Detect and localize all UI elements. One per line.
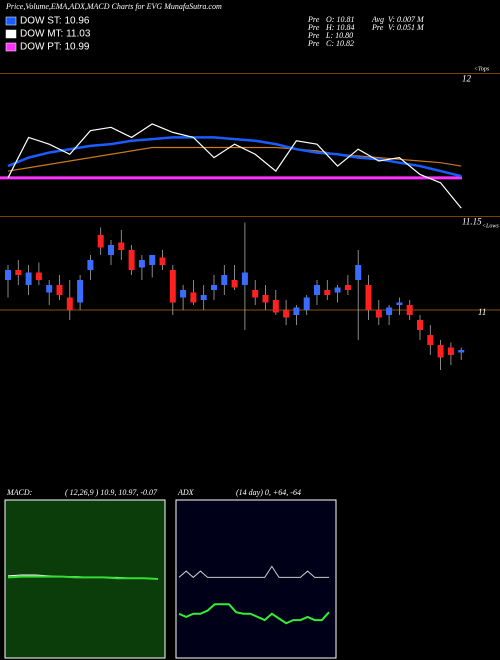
candle-body	[437, 345, 444, 358]
candle-body	[180, 290, 187, 298]
candle-body	[303, 297, 310, 310]
candle-body	[221, 275, 228, 285]
candle-body	[128, 250, 135, 270]
candle-body	[427, 335, 434, 345]
info-value: V: 0.007 M	[388, 15, 425, 24]
candle-body	[324, 290, 331, 295]
candle-body	[458, 350, 465, 353]
panel-params: (14 day) 0, +64, -64	[236, 488, 301, 497]
panel-label: MACD:	[6, 488, 33, 497]
chart-title: Price,Volume,EMA,ADX,MACD Charts for EVG…	[5, 2, 222, 11]
candle-body	[25, 272, 32, 285]
y-tick-label: 11	[478, 307, 486, 317]
legend-label: DOW PT: 10.99	[20, 42, 90, 53]
candle-body	[149, 255, 156, 265]
legend-swatch	[5, 42, 17, 52]
candle-body	[344, 285, 351, 290]
candle-body	[159, 257, 166, 265]
info-key: Pre	[307, 23, 320, 32]
info-key: Pre	[307, 39, 320, 48]
candle-body	[190, 292, 197, 303]
candle-body	[314, 285, 320, 295]
candle-body	[283, 310, 290, 318]
candle-body	[396, 302, 403, 305]
lows-label: <Lows	[482, 223, 499, 229]
candle-body	[406, 305, 413, 315]
candle-body	[241, 272, 248, 285]
candle-body	[211, 285, 217, 290]
candle-body	[293, 307, 300, 315]
candle-body	[386, 307, 393, 315]
panel-label: ADX	[177, 488, 195, 497]
legend-swatch	[5, 16, 17, 26]
panel-line	[178, 565, 329, 579]
candle-body	[56, 285, 63, 295]
line-series	[7, 123, 462, 209]
y-tick-label: 12	[462, 74, 472, 84]
candle-body	[87, 260, 94, 270]
candle-body	[97, 235, 104, 248]
candle-body	[108, 245, 114, 255]
tops-label: <Tops	[474, 66, 490, 72]
panel-bg	[175, 499, 337, 659]
candle-body	[15, 270, 22, 275]
panel-line	[178, 603, 330, 625]
candle-body	[35, 272, 42, 280]
candle-body	[375, 310, 382, 318]
candle-body	[169, 270, 176, 303]
candle-body	[447, 347, 454, 355]
candle-body	[355, 265, 362, 280]
panel-params: ( 12,26,9 ) 10.9, 10.97, -0.07	[65, 488, 158, 497]
candle-body	[365, 285, 372, 310]
legend-swatch	[5, 29, 17, 39]
candle-body	[46, 285, 53, 293]
candle-body	[5, 270, 11, 280]
info-value: L: 10.80	[325, 31, 353, 40]
info-value: V: 0.051 M	[388, 23, 425, 32]
info-key: Avg	[371, 15, 384, 24]
y-tick-label: 11.15	[462, 217, 482, 227]
info-key: Pre	[307, 31, 320, 40]
candle-body	[252, 290, 259, 298]
info-value: C: 10.82	[326, 39, 354, 48]
candle-body	[231, 280, 238, 288]
candle-body	[200, 295, 207, 300]
info-value: H: 10.84	[325, 23, 354, 32]
panel-line	[7, 575, 159, 580]
info-key: Pre	[307, 15, 320, 24]
candle-body	[77, 280, 84, 303]
candle-body	[138, 260, 145, 268]
candle-body	[272, 300, 279, 313]
legend-label: DOW MT: 11.03	[20, 29, 91, 40]
candle-body	[118, 242, 125, 250]
info-value: O: 10.81	[326, 15, 354, 24]
candle-body	[417, 320, 423, 330]
legend-label: DOW ST: 10.96	[20, 16, 90, 27]
candle-body	[334, 287, 341, 293]
candle-body	[262, 295, 269, 303]
line-series	[7, 146, 462, 172]
info-key: Pre	[371, 23, 384, 32]
candle-body	[66, 297, 73, 310]
